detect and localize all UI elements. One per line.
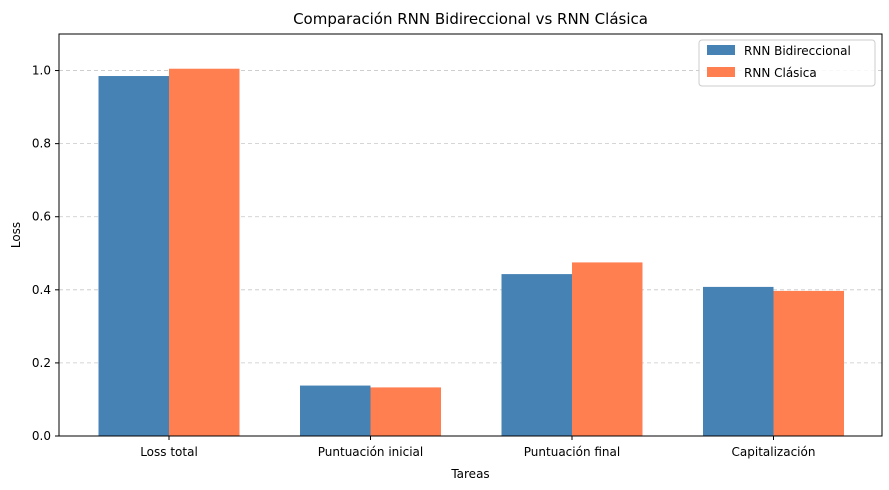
y-tick-label: 0.2 <box>32 356 51 370</box>
y-tick-label: 0.6 <box>32 210 51 224</box>
legend-label-rnn-clasica: RNN Clásica <box>744 66 817 80</box>
y-tick-label: 0.8 <box>32 137 51 151</box>
legend-swatch-rnn-bidireccional <box>707 45 735 55</box>
bars <box>98 68 844 436</box>
x-tick-label: Puntuación inicial <box>318 445 424 459</box>
y-axis-ticks: 0.0 0.2 0.4 0.6 0.8 1.0 <box>32 64 59 443</box>
chart-title: Comparación RNN Bidireccional vs RNN Clá… <box>293 10 648 28</box>
bar-rnn-bidireccional <box>501 274 572 436</box>
bar-rnn-bidireccional <box>98 76 169 436</box>
bar-rnn-clasica <box>773 290 844 436</box>
legend-label-rnn-bidireccional: RNN Bidireccional <box>744 44 851 58</box>
x-axis-label: Tareas <box>450 467 489 481</box>
bar-rnn-clasica <box>370 387 441 436</box>
legend: RNN Bidireccional RNN Clásica <box>698 39 876 87</box>
plot-frame <box>58 33 883 437</box>
y-tick-label: 1.0 <box>32 64 51 78</box>
bar-rnn-bidireccional <box>703 286 774 436</box>
bar-rnn-clasica <box>572 262 643 436</box>
legend-box <box>698 39 876 87</box>
bar-rnn-clasica <box>169 68 240 436</box>
x-tick-label: Capitalización <box>732 445 816 459</box>
x-axis-ticks: Loss total Puntuación inicial Puntuación f… <box>140 436 815 459</box>
y-tick-label: 0.4 <box>32 283 51 297</box>
legend-swatch-rnn-clasica <box>707 67 735 77</box>
x-tick-label: Loss total <box>140 445 198 459</box>
y-axis-label: Loss <box>9 222 23 248</box>
bar-rnn-bidireccional <box>300 385 371 436</box>
x-tick-label: Puntuación final <box>524 445 620 459</box>
y-tick-label: 0.0 <box>32 429 51 443</box>
